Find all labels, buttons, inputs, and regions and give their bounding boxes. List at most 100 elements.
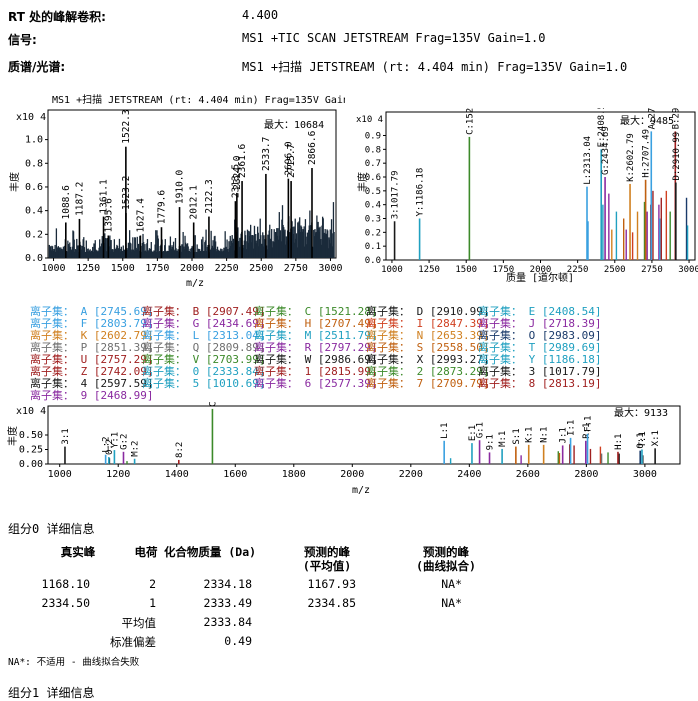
legend-entry-K: 离子集： K [2602.79] (30, 329, 154, 342)
col-pred-avg: 预测的峰 (平均值) (292, 545, 362, 573)
peak-label: 1779.6 (156, 190, 167, 225)
ion-peak-label: F:1 (584, 416, 594, 432)
ion-peak-label: N:1 (540, 427, 550, 443)
chart2-max-label: 最大：9485 (620, 114, 674, 127)
col-pred-avg-line2: (平均值) (302, 559, 352, 573)
spectrum-label: 质谱/光谱: (8, 60, 66, 74)
y-tick-label: 0.5 (365, 187, 381, 197)
legend-entry-6: 离子集： 6 [2577.39] (254, 377, 378, 390)
peak-label: 1187.2 (74, 182, 85, 216)
row1-pred-avg: 2334.85 (307, 596, 356, 610)
legend-entry-V: 离子集： V [2703.99] (142, 353, 266, 366)
legend-entry-N: 离子集： N [2653.39] (366, 329, 490, 342)
group1-title: 组分1 详细信息 (8, 686, 95, 700)
average-label: 平均值 (121, 616, 157, 630)
group0-title: 组分0 详细信息 (8, 522, 95, 536)
legend-entry-P: 离子集： P [2851.39] (30, 341, 154, 354)
chart3-y-exponent: x10 4 (16, 406, 46, 417)
signal-label: 信号: (8, 33, 37, 47)
chart1-y-exponent: x10 4 (16, 112, 46, 123)
y-tick-label: 0.9 (365, 132, 381, 142)
x-tick-label: 3000 (678, 265, 698, 275)
y-tick-label: 0.0 (365, 256, 381, 266)
ion-peak-label: C:1 (208, 402, 218, 407)
row0-pred-avg: 1167.93 (307, 577, 356, 591)
average-value: 2333.84 (203, 615, 252, 629)
ion-peak-label: 0:2 (105, 439, 115, 455)
x-tick-label: 1250 (76, 263, 100, 274)
peak-label: 1522.3 (121, 109, 132, 143)
legend-entry-G: 离子集： G [2434.69] (142, 317, 266, 330)
x-tick-label: 1000 (41, 263, 65, 274)
y-tick-label: 0.6 (365, 173, 381, 183)
x-tick-label: 1000 (381, 265, 403, 275)
chart1-xlabel: m/z (186, 278, 204, 289)
legend-entry-9: 离子集： 9 [2468.99] (30, 389, 154, 402)
y-tick-label: 0.50 (19, 430, 43, 441)
y-tick-label: 0.00 (19, 459, 43, 470)
x-tick-label: 3000 (633, 469, 657, 480)
row1-pred-fit: NA* (441, 596, 462, 610)
col-real-peak: 真实峰 (60, 545, 96, 559)
row0-real-peak: 1168.10 (41, 577, 90, 591)
legend-row: 离子集： U [2757.29]离子集： V [2703.99]离子集： W [… (30, 351, 601, 367)
legend-entry-L: 离子集： L [2313.04] (142, 329, 266, 342)
chart2-plot-area: 1000 1250 1500 1750 2000 2250 2500 2750 3000 0.0 0… (365, 108, 698, 275)
chart3-plot-area: 1000 1200 1400 1600 1800 2000 2200 2400 2600 2800… (19, 402, 681, 480)
legend-entry-F: 离子集： F [2803.79] (30, 317, 154, 330)
x-tick-label: 1250 (418, 265, 440, 275)
stdev-label: 标准偏差 (110, 635, 156, 649)
chart1-max-label: 最大：10684 (264, 118, 324, 131)
legend-row: 离子集： 4 [2597.59]离子集： 5 [1010.69]离子集： 6 [… (30, 375, 602, 391)
ion-peak-label: H:1 (614, 434, 624, 450)
mass-peak-label: L:2313.04 (583, 136, 593, 185)
row0-mass: 2334.18 (203, 577, 252, 591)
x-tick-label: 2800 (574, 469, 598, 480)
y-tick-label: 0.1 (365, 242, 381, 252)
chart2-y-exponent: x10 4 (356, 115, 383, 125)
x-tick-label: 2250 (567, 265, 589, 275)
mass-peak-label: H:2707.49 (642, 129, 652, 178)
row1-charge: 1 (149, 596, 156, 610)
x-tick-label: 2400 (457, 469, 481, 480)
stdev-value: 0.49 (224, 634, 252, 648)
ion-peak-label: M:2 (131, 441, 141, 457)
legend-entry-3: 离子集： 3 [1017.79] (478, 365, 602, 378)
peak-label: 1361.1 (99, 179, 110, 214)
legend-entry-7: 离子集： 7 [2709.79] (366, 377, 490, 390)
legend-entry-W: 离子集： W [2986.69] (254, 353, 378, 366)
col-charge: 电荷 (134, 545, 158, 559)
legend-entry-S: 离子集： S [2558.50] (366, 341, 490, 354)
ion-peak-label: S:1 (512, 428, 522, 444)
legend-row: 离子集： K [2602.79]离子集： L [2313.04]离子集： M [… (30, 327, 601, 343)
mass-peak-label: G:2434.69 (601, 126, 611, 175)
deconvoluted-chart: x10 4 丰度 最大：9485 质量 [道尔顿] 1000 1250 1500 17… (356, 108, 698, 284)
row1-real-peak: 2334.50 (41, 596, 90, 610)
col-pred-fit-line1: 预测的峰 (423, 545, 469, 559)
peak-label: 2313.5 (230, 164, 241, 198)
ion-peak-label: I:1 (567, 420, 577, 436)
peak-label: 1395.6 (103, 198, 114, 233)
x-tick-label: 1750 (493, 265, 515, 275)
y-tick-label: 0.7 (365, 159, 381, 169)
ion-peak-label: L:2 (102, 436, 112, 452)
legend-entry-1: 离子集： 1 [2815.99] (254, 365, 378, 378)
ion-peak-label: 9:1 (486, 434, 496, 450)
y-tick-label: 0.8 (365, 145, 381, 155)
peak-label: 2533.7 (261, 137, 272, 171)
ion-peak-label: G:2 (119, 434, 129, 450)
legend-row: 离子集： F [2803.79]离子集： G [2434.69]离子集： H [… (30, 315, 602, 331)
row0-pred-fit: NA* (441, 577, 462, 591)
chart1-plot-area: 1000 1250 1500 1750 2000 2250 2500 2750 3000 0.0 0… (25, 109, 343, 274)
legend-entry-0: 离子集： 0 [2333.84] (142, 365, 266, 378)
ion-set-chart: x10 4 丰度 最大：9133 m/z 1000 1200 1400 1600 180… (6, 402, 681, 496)
y-tick-label: 0.0 (25, 253, 43, 264)
peak-label: 2122.3 (204, 179, 215, 213)
chart2-xlabel: 质量 [道尔顿] (506, 271, 574, 284)
legend-entry-8: 离子集： 8 [2813.19] (478, 377, 602, 390)
col-pred-fit-line2: (曲线拟合) (416, 559, 476, 573)
y-tick-label: 0.2 (365, 228, 381, 238)
x-tick-label: 2000 (530, 265, 552, 275)
legend-entry-J: 离子集： J [2718.39] (478, 317, 602, 330)
legend-row: 离子集： Z [2742.09]离子集： 0 [2333.84]离子集： 1 [… (30, 363, 602, 379)
